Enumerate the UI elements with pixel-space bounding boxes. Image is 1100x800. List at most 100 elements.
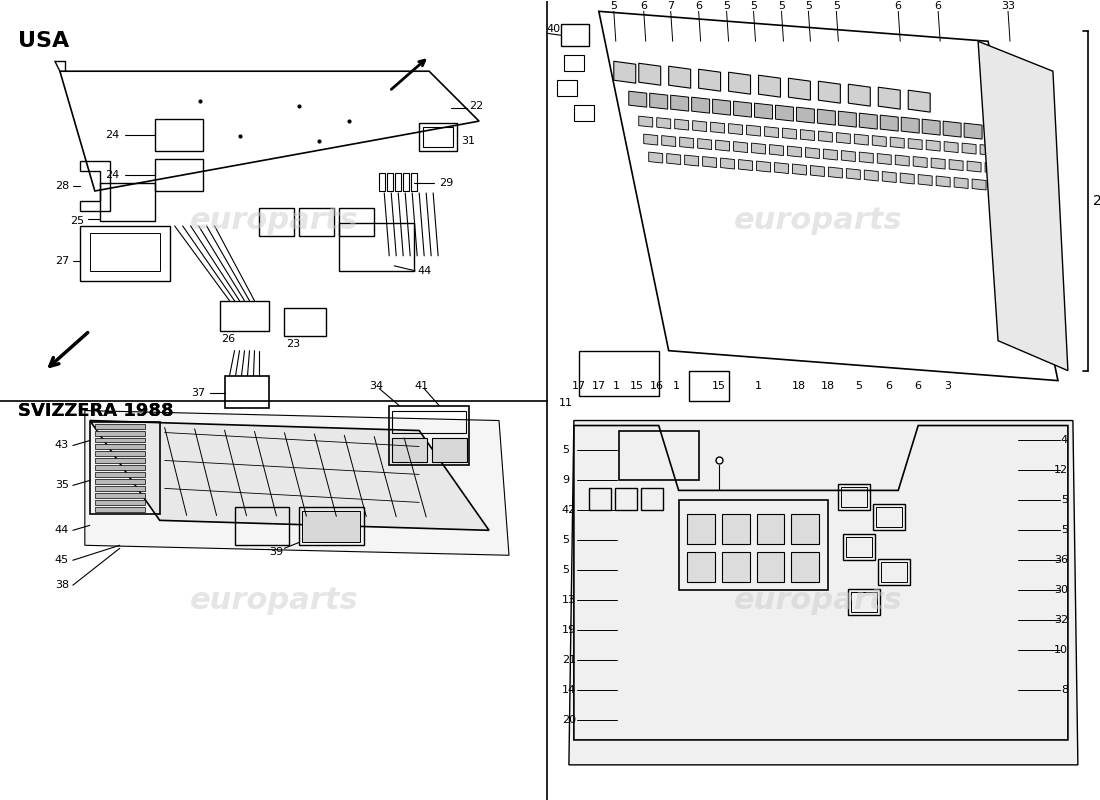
Text: 11: 11 — [559, 398, 573, 407]
Polygon shape — [900, 173, 914, 184]
Polygon shape — [782, 128, 796, 139]
Bar — [561, 24, 588, 46]
Text: 1: 1 — [755, 381, 762, 390]
Text: 39: 39 — [270, 547, 284, 558]
Text: 12: 12 — [1054, 466, 1068, 475]
Bar — [689, 370, 728, 401]
Text: 15: 15 — [630, 381, 644, 390]
Text: 29: 29 — [439, 178, 453, 188]
Text: 40: 40 — [547, 24, 561, 34]
Polygon shape — [895, 155, 910, 166]
Text: europarts: europarts — [734, 206, 903, 235]
Text: 18: 18 — [791, 381, 805, 390]
Bar — [95, 458, 145, 463]
Polygon shape — [759, 75, 781, 97]
Text: 2: 2 — [1093, 194, 1100, 208]
Bar — [393, 438, 427, 462]
Polygon shape — [962, 143, 976, 154]
Text: 8: 8 — [1060, 685, 1068, 695]
Text: 42: 42 — [562, 506, 576, 515]
Bar — [95, 494, 145, 498]
Polygon shape — [824, 149, 837, 160]
Text: 5: 5 — [778, 2, 785, 11]
Polygon shape — [671, 95, 689, 111]
Text: 27: 27 — [55, 256, 69, 266]
Polygon shape — [770, 145, 783, 155]
Text: europarts: europarts — [734, 586, 903, 614]
Polygon shape — [932, 158, 945, 169]
Text: 22: 22 — [469, 101, 483, 111]
Polygon shape — [734, 142, 748, 153]
Text: 6: 6 — [935, 2, 942, 11]
Text: 24: 24 — [104, 130, 119, 140]
Polygon shape — [949, 159, 964, 170]
Bar — [155, 159, 202, 191]
Text: 6: 6 — [894, 2, 902, 11]
Bar — [757, 514, 784, 544]
Bar — [339, 208, 374, 236]
Polygon shape — [922, 119, 940, 135]
Polygon shape — [801, 130, 814, 141]
Text: 4: 4 — [1060, 435, 1068, 446]
Bar — [419, 123, 458, 151]
Text: 34: 34 — [370, 381, 384, 390]
Bar — [389, 406, 469, 466]
Bar — [95, 500, 145, 506]
Text: 5: 5 — [610, 2, 617, 11]
Polygon shape — [667, 154, 681, 165]
Bar — [424, 127, 453, 147]
Text: 7: 7 — [667, 2, 674, 11]
Polygon shape — [878, 87, 900, 109]
Bar — [95, 430, 145, 435]
Polygon shape — [728, 124, 743, 134]
Text: 31: 31 — [461, 136, 475, 146]
Text: 44: 44 — [417, 266, 431, 276]
Text: 6: 6 — [915, 381, 922, 390]
Polygon shape — [986, 162, 999, 174]
Polygon shape — [838, 111, 856, 127]
Polygon shape — [943, 121, 961, 137]
Text: 5: 5 — [723, 2, 730, 11]
Text: 17: 17 — [572, 381, 586, 390]
Bar — [679, 500, 828, 590]
Text: 23: 23 — [286, 338, 300, 349]
Polygon shape — [650, 93, 668, 109]
Bar — [878, 559, 910, 586]
Bar — [846, 538, 872, 558]
Bar — [95, 466, 145, 470]
Text: 24: 24 — [104, 170, 119, 180]
Text: 17: 17 — [592, 381, 606, 390]
Text: 45: 45 — [55, 555, 69, 566]
Bar — [299, 208, 334, 236]
Polygon shape — [90, 421, 490, 530]
Bar — [574, 105, 594, 121]
Text: 13: 13 — [562, 595, 576, 605]
Text: 5: 5 — [833, 2, 840, 11]
Polygon shape — [842, 150, 856, 162]
Polygon shape — [728, 72, 750, 94]
Text: 5: 5 — [1060, 495, 1068, 506]
Polygon shape — [865, 170, 878, 181]
Polygon shape — [986, 125, 1003, 141]
Polygon shape — [796, 107, 814, 123]
Text: 15: 15 — [712, 381, 726, 390]
Text: 5: 5 — [562, 566, 569, 575]
Text: 1: 1 — [673, 381, 680, 390]
Text: 37: 37 — [191, 387, 206, 398]
Bar — [80, 226, 169, 281]
Polygon shape — [936, 176, 950, 187]
Text: 6: 6 — [695, 2, 702, 11]
Bar — [640, 489, 662, 510]
Bar — [686, 514, 715, 544]
Polygon shape — [967, 161, 981, 172]
Text: SVIZZERA 1988: SVIZZERA 1988 — [18, 402, 174, 419]
Bar — [220, 301, 270, 330]
Polygon shape — [649, 152, 662, 163]
Text: 16: 16 — [650, 381, 663, 390]
Polygon shape — [614, 62, 636, 83]
Bar — [686, 552, 715, 582]
Bar — [792, 552, 820, 582]
Polygon shape — [848, 84, 870, 106]
Polygon shape — [817, 109, 835, 125]
Text: europarts: europarts — [190, 206, 359, 235]
